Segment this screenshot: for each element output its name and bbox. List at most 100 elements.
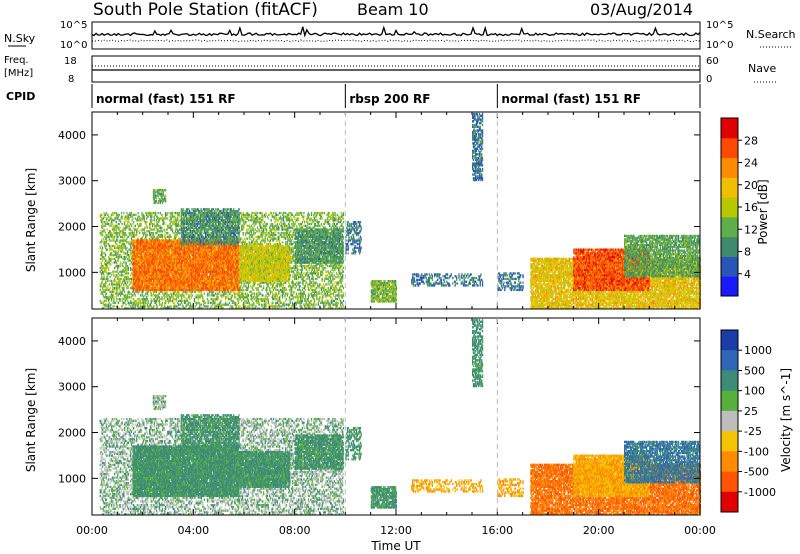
power-cell — [111, 274, 112, 276]
power-cell — [135, 294, 136, 296]
power-cell — [179, 212, 180, 214]
power-cell — [162, 302, 163, 304]
power-cell — [116, 225, 117, 227]
power-cell — [106, 217, 107, 219]
power-cell — [226, 296, 227, 298]
freq-unit: [MHz] — [4, 68, 33, 79]
power-cell — [157, 216, 158, 218]
power-cell — [211, 305, 212, 307]
power-cell — [172, 212, 173, 214]
power-cell — [112, 223, 113, 225]
power-cell — [146, 230, 147, 232]
plot-title: South Pole Station (fitACF) — [93, 0, 318, 20]
power-cell — [115, 247, 116, 249]
power-cell — [113, 296, 114, 298]
nsky-trace — [92, 27, 700, 42]
power-cell — [132, 294, 133, 296]
power-cell — [151, 300, 152, 302]
power-cell — [227, 294, 228, 296]
date-label: 03/Aug/2014 — [590, 0, 693, 19]
power-cell — [165, 300, 166, 302]
power-cell — [126, 247, 127, 249]
power-cell — [130, 267, 131, 269]
power-cell — [100, 245, 101, 247]
power-cell — [205, 305, 206, 307]
power-cell — [119, 298, 120, 300]
power-cell — [175, 212, 176, 214]
nsearch-line — [92, 40, 700, 42]
power-cell — [130, 228, 131, 230]
power-cell — [113, 261, 114, 263]
power-cell — [106, 282, 107, 284]
power-cell — [229, 302, 230, 304]
power-cell — [114, 305, 115, 307]
power-cell — [113, 254, 114, 256]
power-cell — [122, 274, 123, 276]
power-cell — [116, 274, 117, 276]
power-cell — [122, 265, 123, 267]
power-panel: 1000200030004000 Slant Range [km] — [24, 112, 701, 310]
power-cell — [106, 228, 107, 230]
power-cell — [120, 265, 121, 267]
power-cell — [169, 219, 170, 221]
power-cell — [125, 245, 126, 247]
power-cell — [144, 227, 145, 229]
power-cell — [123, 232, 124, 234]
power-cell — [201, 304, 202, 306]
power-cell — [141, 212, 142, 214]
power-cell — [217, 296, 218, 298]
power-cell — [128, 272, 129, 274]
power-cell — [104, 300, 105, 302]
power-cell — [160, 212, 161, 214]
power-cell — [195, 305, 196, 307]
power-cell — [138, 212, 139, 214]
power-cell — [179, 232, 180, 234]
power-cell — [106, 243, 107, 245]
power-cell — [211, 298, 212, 300]
power-cell — [112, 249, 113, 251]
power-cell — [178, 221, 179, 223]
power-cell — [179, 304, 180, 306]
power-cell — [102, 223, 103, 225]
power-cell — [108, 267, 109, 269]
power-cell — [137, 223, 138, 225]
cpid-segment-label: rbsp 200 RF — [349, 92, 430, 106]
power-cell — [105, 223, 106, 225]
power-cell — [135, 225, 136, 227]
power-cell — [154, 305, 155, 307]
power-cell — [117, 239, 118, 241]
power-cell — [130, 232, 131, 234]
power-cell — [106, 293, 107, 295]
power-cell — [221, 304, 222, 306]
power-cell — [135, 214, 136, 216]
power-cell — [121, 212, 122, 214]
power-cell — [101, 239, 102, 241]
power-cell — [138, 298, 139, 300]
power-cell — [153, 212, 154, 214]
power-cell — [170, 300, 171, 302]
power-cell — [129, 293, 130, 295]
power-cell — [113, 225, 114, 227]
power-cell — [104, 241, 105, 243]
power-cell — [214, 294, 215, 296]
power-cell — [101, 214, 102, 216]
power-cell — [157, 212, 158, 214]
power-cell — [116, 221, 117, 223]
power-cell — [117, 236, 118, 238]
power-cell — [110, 230, 111, 232]
power-cell — [100, 289, 101, 291]
power-cell — [125, 234, 126, 236]
power-cell — [118, 265, 119, 267]
power-cell — [139, 232, 140, 234]
power-cell — [147, 234, 148, 236]
power-cell — [113, 271, 114, 273]
power-cell — [123, 252, 124, 254]
power-cell — [110, 245, 111, 247]
power-cell — [148, 294, 149, 296]
power-cell — [129, 217, 130, 219]
power-cell — [115, 302, 116, 304]
power-cell — [163, 217, 164, 219]
nave-tick-top: 60 — [706, 56, 719, 67]
power-cell — [119, 223, 120, 225]
power-cell — [119, 278, 120, 280]
